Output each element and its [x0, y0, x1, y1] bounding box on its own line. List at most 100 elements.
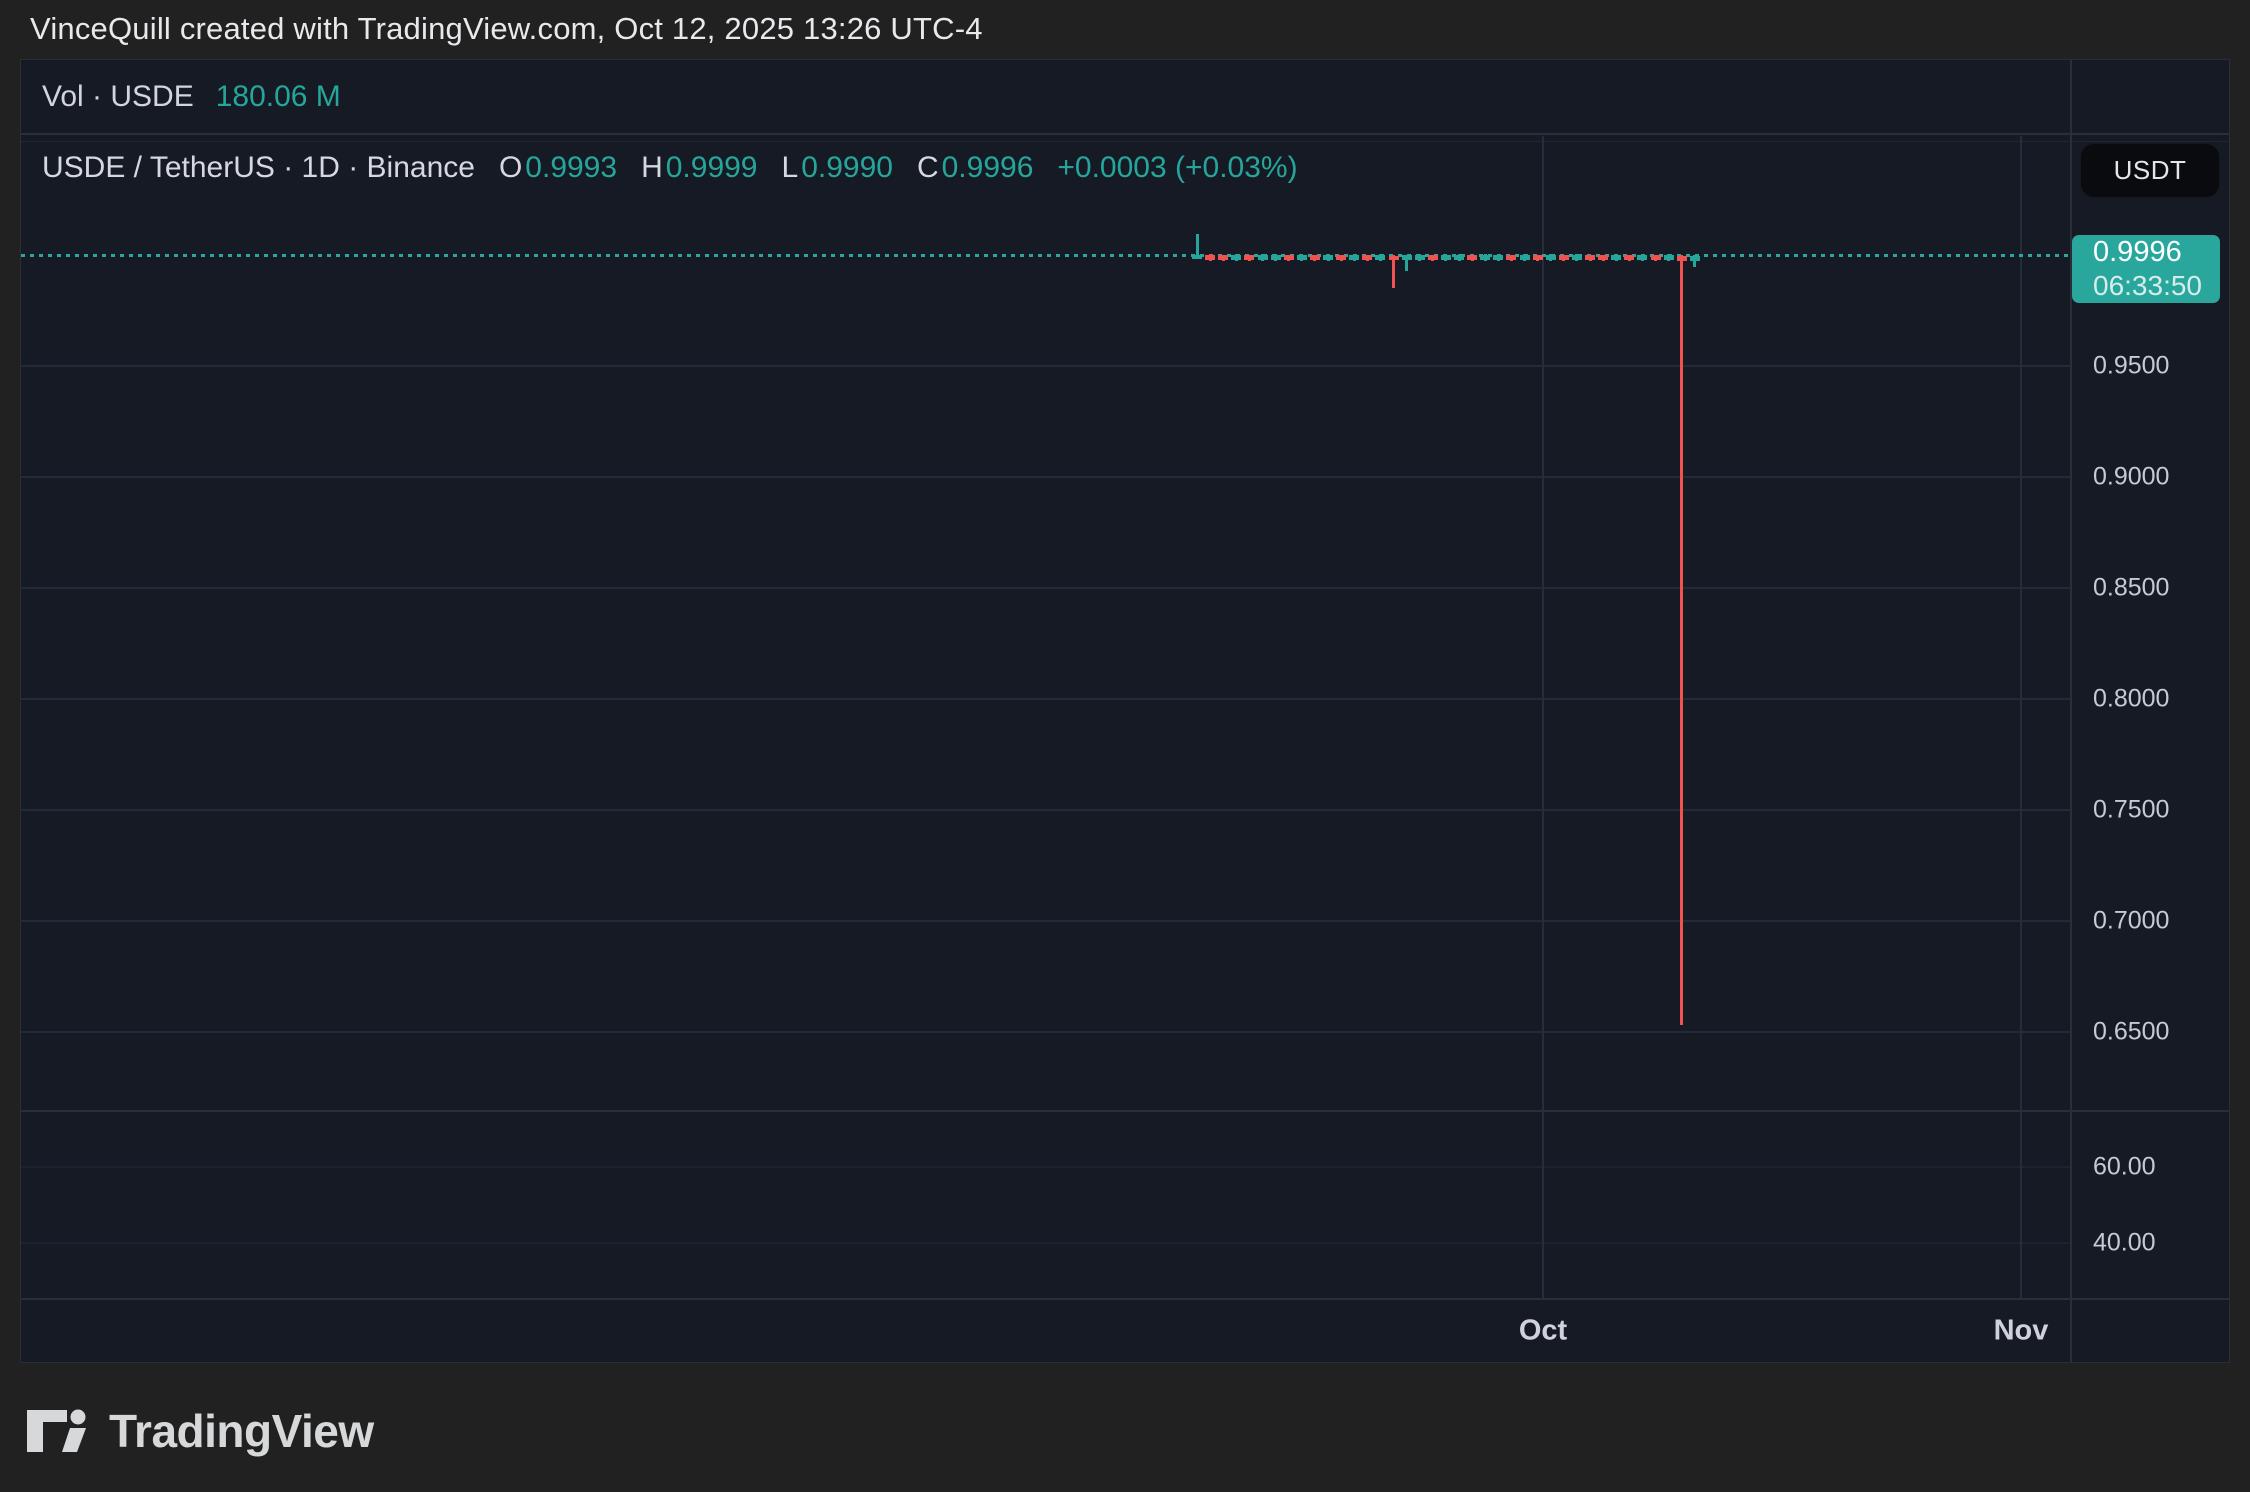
candle-wick: [1680, 254, 1684, 1026]
candle-body: [1558, 255, 1569, 260]
grid-line-horizontal: [21, 1166, 2070, 1168]
candle-body: [1506, 255, 1517, 260]
price-tick-label: 0.6500: [2093, 1017, 2170, 1046]
candle-body: [1663, 255, 1674, 260]
volume-legend-value: 180.06 M: [215, 79, 341, 113]
candle-body: [1336, 255, 1347, 260]
ohlc-close: C 0.9996: [917, 151, 1033, 185]
high-label: H: [641, 151, 663, 184]
chart-pane[interactable]: [21, 136, 2071, 1110]
low-label: L: [781, 151, 799, 184]
candle-body: [1585, 255, 1595, 260]
price-tick-label: 0.8000: [2093, 684, 2170, 713]
price-tick-label: 0.7500: [2093, 795, 2170, 824]
candle-body: [1283, 255, 1294, 260]
change-value: +0.0003 (+0.03%): [1057, 151, 1298, 184]
candle-body: [1257, 255, 1268, 260]
candle-body: [1349, 255, 1360, 260]
price-scale-separator: [2070, 60, 2072, 1362]
close-label: C: [916, 151, 939, 184]
low-value: 0.9990: [801, 151, 893, 184]
countdown-timer: 06:33:50: [2093, 269, 2202, 301]
price-tick-label: 0.8500: [2093, 573, 2170, 602]
volume-pane-legend[interactable]: Vol · USDE 180.06 M: [42, 60, 341, 133]
candle-body: [1388, 255, 1399, 260]
grid-line-horizontal: [21, 1242, 2070, 1244]
open-value: 0.9993: [525, 151, 618, 184]
volume-legend-label: Vol · USDE: [42, 79, 194, 113]
candle-body: [1454, 255, 1464, 260]
candle-body: [1401, 255, 1412, 260]
grid-line-horizontal: [21, 587, 2070, 589]
open-label: O: [498, 151, 523, 184]
grid-line-horizontal: [21, 698, 2070, 700]
grid-line-horizontal: [21, 1031, 2070, 1033]
volume-pane[interactable]: [21, 1112, 2071, 1298]
price-tick-label: 0.7000: [2093, 906, 2170, 935]
candle-body: [1205, 255, 1216, 260]
time-tick-label: Nov: [1993, 1314, 2049, 1347]
grid-line-horizontal: [21, 920, 2070, 922]
current-price-line: [21, 254, 2070, 258]
candle-body: [1375, 255, 1386, 260]
grid-line-vertical: [2020, 136, 2022, 1298]
candle-wick: [1392, 255, 1395, 289]
candle-body: [1532, 255, 1543, 260]
candle-body: [1467, 255, 1478, 260]
grid-line-horizontal: [21, 809, 2070, 811]
candle-body: [1218, 255, 1229, 260]
price-tick-label: 0.9000: [2093, 462, 2170, 491]
candle-body: [1192, 254, 1202, 259]
candle-body: [1362, 255, 1373, 260]
candle-body: [1296, 255, 1307, 260]
chart-widget: Vol · USDE 180.06 M USDE / TetherUS · 1D…: [20, 59, 2230, 1363]
candle-body: [1427, 255, 1438, 260]
page-title: VinceQuill created with TradingView.com,…: [30, 11, 983, 46]
candle-body: [1414, 255, 1425, 260]
candle-wick: [1195, 233, 1199, 259]
symbol-title: USDE / TetherUS · 1D · Binance: [42, 151, 475, 184]
pane-separator-line: [21, 141, 2229, 142]
ohlc-high: H 0.9999: [641, 151, 757, 185]
candle-body: [1244, 255, 1255, 260]
candle-wick: [1405, 255, 1409, 271]
candle-body: [1611, 255, 1622, 260]
candle-body: [1231, 255, 1242, 260]
candle-body: [1440, 255, 1451, 260]
candle-body: [1650, 255, 1661, 260]
pane-separator[interactable]: [21, 133, 2229, 135]
candle-body: [1598, 255, 1609, 260]
close-value: 0.9996: [941, 151, 1034, 184]
candle-body: [1676, 255, 1687, 262]
candle-body: [1545, 255, 1556, 260]
candle-body: [1624, 255, 1635, 260]
last-price-value: 0.9996: [2093, 235, 2182, 268]
last-price-label: 0.9996 06:33:50: [2072, 234, 2220, 303]
grid-line-horizontal: [21, 476, 2070, 478]
candle-body: [1493, 255, 1504, 260]
grid-line-vertical: [1542, 136, 1544, 1298]
volume-tick-label: 40.00: [2093, 1228, 2156, 1257]
candle-body: [1571, 255, 1582, 260]
candle-body: [1309, 255, 1320, 260]
tradingview-logo-text: TradingView: [109, 1405, 374, 1457]
pane-separator[interactable]: [21, 1110, 2229, 1112]
time-tick-label: Oct: [1518, 1314, 1568, 1347]
volume-tick-label: 60.00: [2093, 1152, 2156, 1181]
symbol-legend[interactable]: USDE / TetherUS · 1D · Binance O 0.9993 …: [42, 146, 1298, 190]
currency-button[interactable]: USDT: [2080, 143, 2220, 198]
tradingview-logo-icon: [27, 1409, 86, 1452]
price-scale[interactable]: USDT 0.9500 0.9000 0.8500 0.8000 0.7500 0.700…: [2072, 60, 2229, 1362]
price-tick-label: 0.9500: [2093, 351, 2170, 380]
candle-body: [1689, 255, 1700, 262]
high-value: 0.9999: [665, 151, 758, 184]
time-scale[interactable]: Oct Nov: [21, 1300, 2071, 1362]
ohlc-open: O 0.9993: [499, 151, 617, 185]
candle-body: [1270, 255, 1281, 260]
candle-body: [1480, 255, 1491, 260]
pane-separator: [21, 1298, 2229, 1300]
grid-line-horizontal: [21, 365, 2070, 367]
candle-body: [1519, 255, 1530, 260]
tradingview-logo[interactable]: TradingView: [27, 1404, 374, 1458]
candle-body: [1323, 255, 1333, 260]
